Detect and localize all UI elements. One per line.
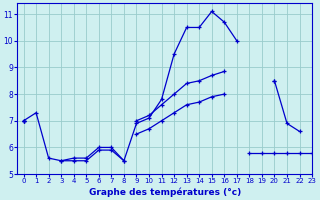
X-axis label: Graphe des températures (°c): Graphe des températures (°c) — [89, 187, 241, 197]
